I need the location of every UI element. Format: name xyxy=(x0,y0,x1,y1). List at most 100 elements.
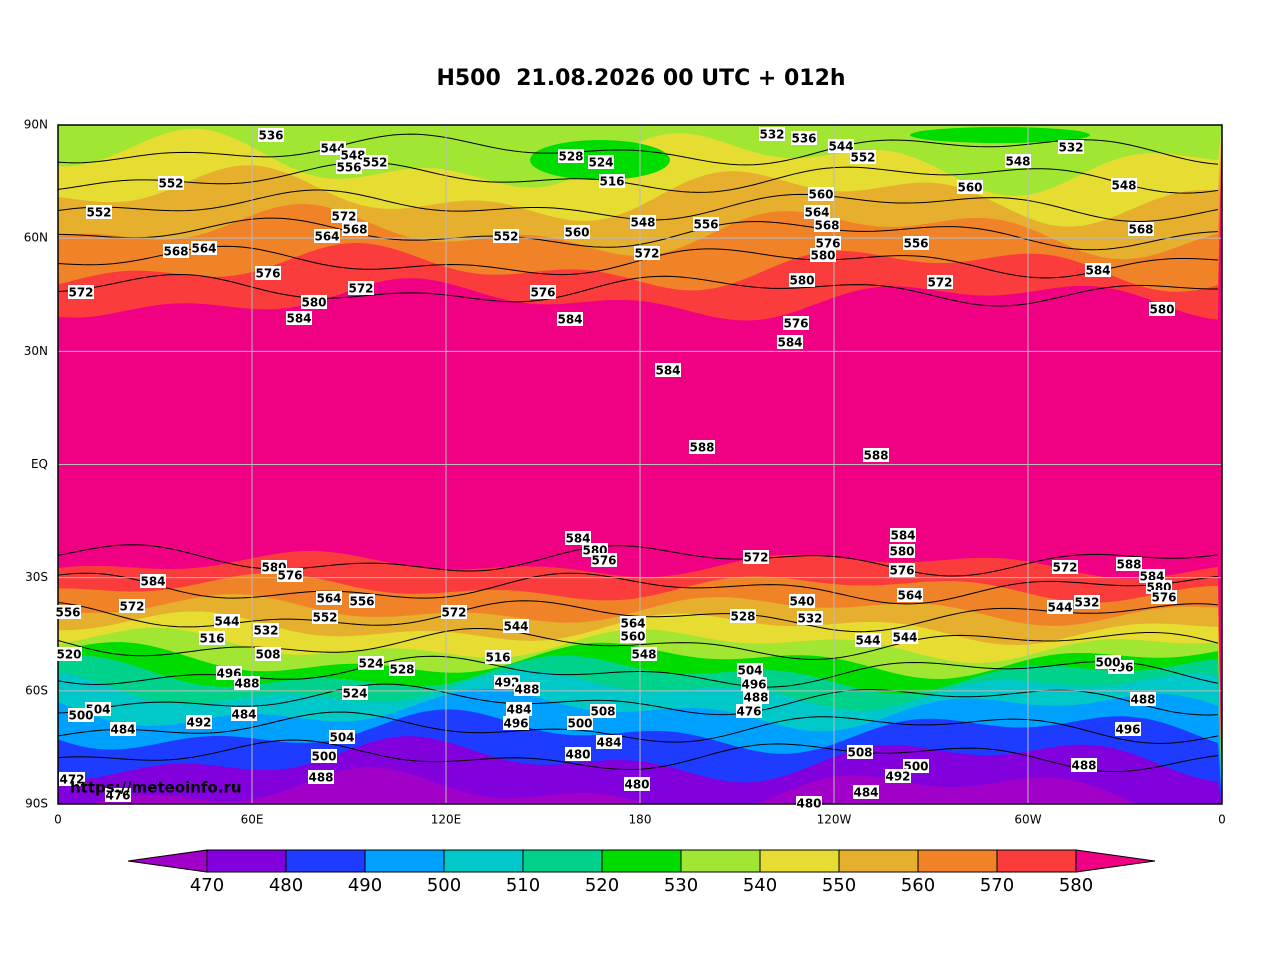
contour-label: 544 xyxy=(214,615,239,629)
contour-label-bg xyxy=(158,176,184,190)
contour-label-bg xyxy=(389,662,415,676)
contour-label: 552 xyxy=(493,230,518,244)
contour-label: 580 xyxy=(789,274,814,288)
colorbar-label: 550 xyxy=(822,875,856,896)
contour-label-bg xyxy=(1047,600,1073,614)
contour-label-bg xyxy=(557,312,583,326)
contour-label-bg xyxy=(358,656,384,670)
map: 90N 60N 30N EQ 30S 60S 90S 0 60E 120E 180 120W 60W 0 5… xyxy=(24,118,1226,827)
contour-label-bg xyxy=(277,568,303,582)
contour-label-bg xyxy=(340,148,366,162)
contour-label-bg xyxy=(485,650,511,664)
contour-label: 516 xyxy=(599,175,624,189)
lat-label: 30N xyxy=(24,344,48,358)
contour-label-bg xyxy=(258,128,284,142)
contour-label-bg xyxy=(564,225,590,239)
contour-label: 500 xyxy=(567,717,592,731)
contour-label: 572 xyxy=(119,600,144,614)
contour-label-bg xyxy=(308,770,334,784)
contour-label: 556 xyxy=(336,161,361,175)
contour-label: 492 xyxy=(885,770,910,784)
contour-label-bg xyxy=(853,785,879,799)
contour-label: 576 xyxy=(530,286,555,300)
contour-label-bg xyxy=(797,611,823,625)
colorbar-swatch xyxy=(838,849,919,873)
contour-label-bg xyxy=(815,236,841,250)
colorbar-label: 560 xyxy=(901,875,935,896)
contour-label: 580 xyxy=(1149,303,1174,317)
contour-label: 588 xyxy=(863,449,888,463)
contour-label-bg xyxy=(927,275,953,289)
contour-label-bg xyxy=(789,594,815,608)
contour-label: 484 xyxy=(853,786,878,800)
contour-label-bg xyxy=(567,716,593,730)
contour-label-bg xyxy=(349,594,375,608)
contour-label: 516 xyxy=(485,651,510,665)
colorbar-swatch xyxy=(601,849,682,873)
contour-label-bg xyxy=(1071,758,1097,772)
contour-label-bg xyxy=(348,281,374,295)
contour-label-bg xyxy=(810,248,836,262)
contour-label: 548 xyxy=(1111,179,1136,193)
contour-label-bg xyxy=(783,316,809,330)
contour-label-bg xyxy=(558,149,584,163)
lat-label: EQ xyxy=(31,457,48,471)
contour-label: 556 xyxy=(55,606,80,620)
lon-label: 60W xyxy=(1014,813,1041,827)
contour-label: 564 xyxy=(191,242,216,256)
contour-label-bg xyxy=(689,440,715,454)
contour-label: 572 xyxy=(68,286,93,300)
contour-label-bg xyxy=(514,682,540,696)
contour-label-bg xyxy=(110,722,136,736)
lat-label: 30S xyxy=(25,570,48,584)
contour-label: 564 xyxy=(620,617,645,631)
contour-label-bg xyxy=(530,285,556,299)
contour-label-bg xyxy=(957,180,983,194)
contour-label: 544 xyxy=(828,140,853,154)
contour-label: 536 xyxy=(791,132,816,146)
contour-label-bg xyxy=(599,174,625,188)
contour-label: 560 xyxy=(564,226,589,240)
lon-label: 120E xyxy=(431,813,462,827)
contour-label: 552 xyxy=(86,206,111,220)
contour-line xyxy=(58,133,1219,166)
contour-label: 500 xyxy=(311,750,336,764)
contour-label: 488 xyxy=(1130,693,1155,707)
contour-label-bg xyxy=(231,707,257,721)
contour-label-bg xyxy=(1130,692,1156,706)
contour-line xyxy=(58,711,1219,744)
contour-label: 544 xyxy=(892,631,917,645)
contour-label-bg xyxy=(736,704,762,718)
contour-label: 552 xyxy=(850,151,875,165)
contour-line xyxy=(58,572,1219,605)
contour-label: 488 xyxy=(1071,759,1096,773)
contour-label: 584 xyxy=(557,313,582,327)
colorbar-swatch xyxy=(285,849,366,873)
lat-label: 60S xyxy=(25,683,48,697)
contour-label-bg xyxy=(119,599,145,613)
contour-label-bg xyxy=(314,229,340,243)
contour-label-bg xyxy=(631,647,657,661)
contour-label-bg xyxy=(329,730,355,744)
contour-label-bg xyxy=(565,531,591,545)
contour-label: 544 xyxy=(503,620,528,634)
contour-line xyxy=(58,739,1219,773)
contour-label: 584 xyxy=(565,532,590,546)
contour-label: 536 xyxy=(258,129,283,143)
lon-label: 180 xyxy=(629,813,652,827)
colorbar-swatch xyxy=(996,849,1077,873)
contour-label: 544 xyxy=(855,634,880,648)
height-band xyxy=(58,767,1222,804)
colorbar-label: 530 xyxy=(664,875,698,896)
contour-label: 524 xyxy=(342,687,367,701)
contour-label-bg xyxy=(730,609,756,623)
contour-label-bg xyxy=(191,241,217,255)
contour-label-bg xyxy=(86,205,112,219)
contour-label: 528 xyxy=(730,610,755,624)
contour-label-bg xyxy=(1128,222,1154,236)
contour-label: 556 xyxy=(903,237,928,251)
contour-label: 496 xyxy=(1115,723,1140,737)
contour-label-bg xyxy=(863,448,889,462)
contour-label: 508 xyxy=(847,746,872,760)
